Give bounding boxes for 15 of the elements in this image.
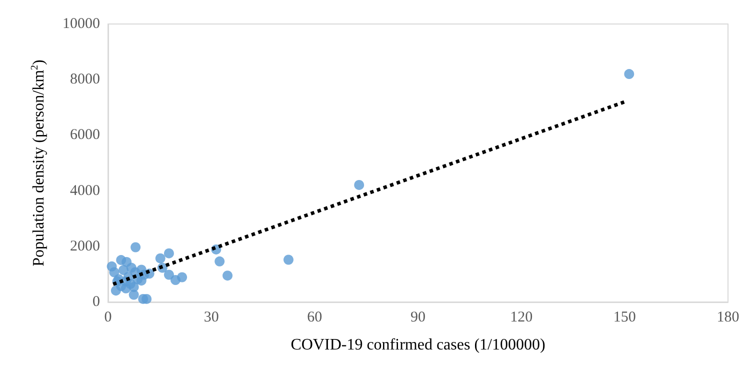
y-tick-label: 0 <box>92 294 100 310</box>
y-axis-title: Population density (person/km2) <box>30 60 48 266</box>
x-tick-label: 90 <box>410 310 426 326</box>
x-tick-label: 30 <box>204 310 219 326</box>
y-tick-label: 2000 <box>70 238 100 254</box>
y-tick-label: 6000 <box>70 127 100 144</box>
x-tick-label: 180 <box>716 310 740 326</box>
y-tick-label: 4000 <box>70 182 100 199</box>
x-tick-label: 150 <box>613 310 636 326</box>
x-tick-label: 60 <box>307 310 322 326</box>
x-tick-label: 120 <box>510 310 533 326</box>
x-axis-title: COVID-19 confirmed cases (1/100000) <box>290 336 546 354</box>
y-tick-label: 10000 <box>62 16 100 32</box>
y-tick-label: 8000 <box>70 72 100 88</box>
x-tick-label: 0 <box>104 310 112 326</box>
